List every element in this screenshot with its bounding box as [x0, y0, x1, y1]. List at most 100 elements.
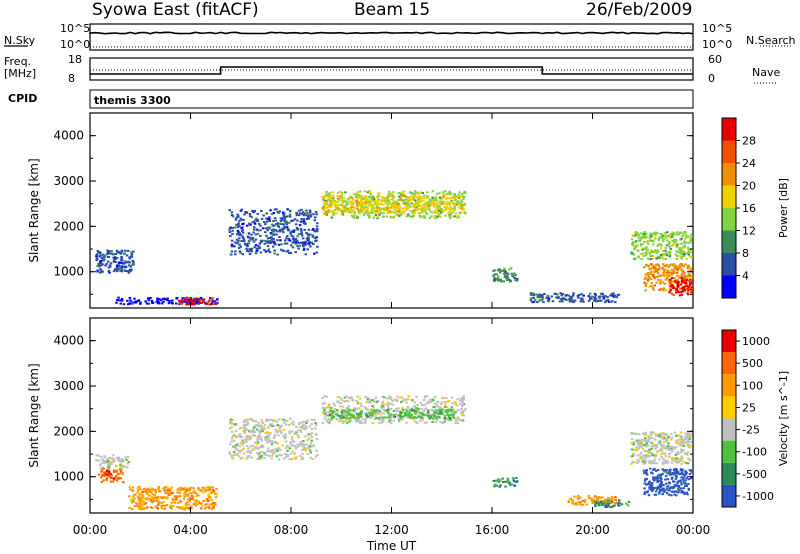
data-pixel [659, 490, 662, 492]
data-pixel [442, 195, 446, 198]
data-pixel [110, 476, 113, 479]
data-pixel [654, 454, 657, 457]
velocity-colorbar-label: 1000 [742, 335, 770, 348]
data-pixel [512, 479, 516, 482]
data-pixel [656, 232, 659, 235]
data-pixel [240, 426, 243, 429]
data-pixel [409, 210, 412, 213]
data-pixel [367, 204, 371, 207]
data-pixel [368, 195, 371, 198]
data-pixel [193, 299, 197, 301]
data-pixel [295, 426, 298, 428]
data-pixel [114, 257, 118, 260]
data-pixel [235, 453, 239, 455]
data-pixel [611, 505, 615, 508]
data-pixel [242, 222, 245, 225]
data-pixel [303, 428, 307, 431]
data-pixel [242, 238, 246, 241]
data-pixel [298, 244, 302, 247]
data-pixel [144, 300, 147, 303]
data-pixel [216, 301, 219, 304]
data-pixel [404, 195, 407, 198]
data-pixel [353, 417, 357, 420]
data-pixel [402, 194, 405, 197]
data-pixel [361, 211, 364, 214]
data-pixel [264, 250, 268, 253]
data-pixel [324, 411, 328, 414]
data-pixel [258, 432, 261, 435]
data-pixel [398, 419, 401, 422]
data-pixel [330, 406, 333, 409]
data-pixel [268, 218, 271, 220]
data-pixel [159, 495, 162, 498]
data-pixel [392, 216, 395, 219]
data-pixel [239, 252, 242, 254]
data-pixel [411, 212, 415, 215]
data-pixel [418, 204, 422, 207]
data-pixel [293, 229, 296, 232]
data-pixel [374, 212, 377, 215]
data-pixel [669, 438, 673, 441]
data-pixel [330, 216, 334, 219]
data-pixel [183, 506, 187, 509]
data-pixel [420, 408, 424, 411]
data-pixel [332, 214, 335, 217]
data-pixel [560, 297, 563, 300]
data-pixel [294, 447, 298, 450]
data-pixel [136, 489, 140, 491]
velocity-colorbar-title: Velocity [m s^-1] [777, 371, 790, 466]
data-pixel [178, 489, 182, 492]
data-pixel [332, 197, 335, 200]
data-pixel [654, 490, 658, 493]
data-pixel [186, 302, 190, 305]
data-pixel [582, 294, 585, 297]
data-pixel [423, 404, 426, 406]
data-pixel [106, 457, 109, 460]
data-pixel [246, 418, 249, 421]
data-pixel [195, 300, 198, 303]
data-pixel [310, 432, 314, 435]
data-pixel [631, 243, 634, 246]
data-pixel [430, 215, 433, 218]
data-pixel [408, 409, 412, 412]
data-pixel [366, 207, 369, 210]
data-pixel [674, 478, 678, 480]
data-pixel [184, 503, 188, 506]
data-pixel [327, 417, 330, 420]
data-pixel [378, 409, 382, 412]
data-pixel [271, 245, 275, 248]
data-pixel [676, 268, 679, 271]
data-pixel [657, 238, 661, 241]
data-pixel [284, 435, 288, 438]
data-pixel [332, 415, 336, 418]
data-pixel [659, 488, 662, 491]
data-pixel [107, 460, 110, 462]
data-pixel [120, 467, 124, 470]
data-pixel [493, 276, 496, 279]
data-pixel [95, 459, 99, 462]
data-pixel [579, 503, 582, 506]
data-pixel [667, 274, 671, 277]
data-pixel [541, 294, 544, 297]
data-pixel [109, 472, 112, 475]
data-pixel [292, 444, 296, 447]
data-pixel [409, 199, 412, 202]
data-pixel [456, 398, 459, 401]
data-pixel [206, 486, 209, 489]
data-pixel [364, 201, 367, 204]
data-pixel [281, 444, 284, 447]
data-pixel [673, 241, 676, 243]
data-pixel [680, 491, 683, 494]
data-pixel [453, 198, 457, 201]
data-pixel [661, 493, 664, 496]
data-pixel [298, 422, 301, 424]
data-pixel [687, 440, 691, 443]
data-pixel [288, 447, 292, 450]
data-pixel [364, 419, 367, 422]
data-pixel [644, 450, 647, 452]
data-pixel [303, 212, 307, 215]
data-pixel [675, 257, 679, 260]
data-pixel [642, 235, 645, 237]
data-pixel [132, 263, 135, 266]
data-pixel [418, 411, 422, 414]
